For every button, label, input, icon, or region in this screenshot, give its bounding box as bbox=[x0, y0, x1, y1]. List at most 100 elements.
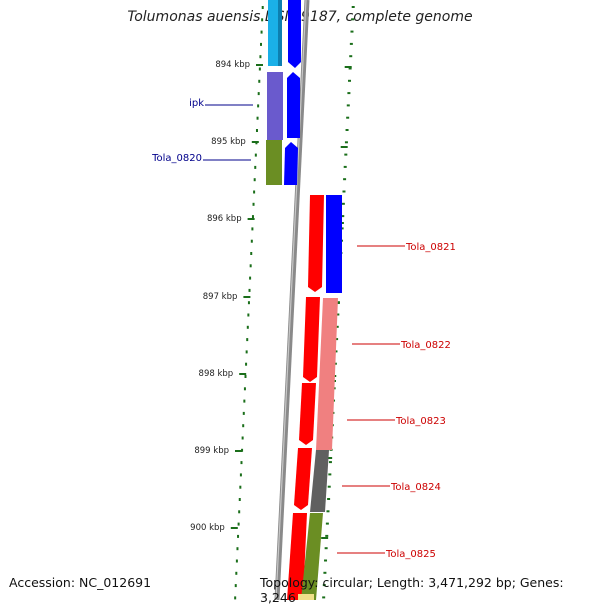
tick-dot bbox=[251, 227, 254, 231]
gene-block-lightblue bbox=[268, 0, 280, 66]
tick-dot bbox=[234, 584, 237, 588]
tick-dot bbox=[346, 116, 350, 119]
tick-dot bbox=[243, 387, 246, 391]
tick-dot bbox=[238, 510, 241, 514]
gene-arrow-red-tola0824[interactable] bbox=[294, 448, 312, 510]
genome-backbone-highlight bbox=[275, 0, 307, 600]
tick-dot bbox=[254, 165, 257, 169]
tick-dot bbox=[325, 534, 329, 537]
tick-dot bbox=[246, 338, 249, 342]
tick-dot bbox=[244, 375, 247, 378]
tick-dot bbox=[254, 153, 257, 157]
tick-dot bbox=[335, 325, 339, 328]
tick-dot bbox=[247, 301, 250, 305]
gene-label[interactable]: Tola_0823 bbox=[395, 416, 446, 427]
tick-dot bbox=[259, 55, 262, 59]
tick-dot bbox=[250, 239, 253, 243]
tick-dot bbox=[253, 178, 256, 182]
tick-dot bbox=[235, 571, 238, 575]
tick-dot bbox=[250, 252, 253, 255]
gene-arrow-red-tola0821[interactable] bbox=[308, 195, 324, 292]
tick-dot bbox=[241, 436, 244, 440]
tick-dot bbox=[240, 461, 243, 465]
tick-dot bbox=[253, 190, 256, 194]
tick-dot bbox=[323, 571, 327, 574]
scale-label: 895 kbp bbox=[211, 137, 246, 147]
scale-major-tick bbox=[251, 141, 259, 143]
gene-label[interactable]: Tola_0824 bbox=[390, 482, 441, 493]
gene-label[interactable]: Tola_0821 bbox=[405, 242, 456, 253]
tick-dot bbox=[324, 547, 328, 550]
scale-label: 894 kbp bbox=[215, 60, 250, 70]
tick-dot bbox=[327, 485, 331, 488]
tick-dot bbox=[245, 350, 248, 354]
scale-major-tick bbox=[239, 373, 247, 375]
tick-dot bbox=[325, 522, 329, 525]
gene-block-grey bbox=[310, 450, 329, 512]
tick-major-right bbox=[340, 146, 348, 148]
tick-dot bbox=[256, 116, 259, 120]
tick-dot bbox=[237, 534, 240, 538]
scale-label: 898 kbp bbox=[199, 369, 234, 379]
gene-arrow-red-tola0825[interactable] bbox=[287, 513, 307, 600]
scale-label: 897 kbp bbox=[203, 292, 238, 302]
tick-dot bbox=[258, 79, 261, 83]
tick-dot bbox=[348, 79, 352, 82]
gene-label[interactable]: Tola_0820 bbox=[151, 153, 202, 164]
tick-dot bbox=[322, 584, 326, 587]
tick-dot bbox=[247, 313, 250, 317]
gene-arrow-blue-tola0820[interactable] bbox=[284, 142, 298, 185]
gene-block-lightblue-edge bbox=[278, 0, 282, 66]
scale-label: 900 kbp bbox=[190, 523, 225, 533]
tick-dot bbox=[237, 522, 240, 526]
tick-dot bbox=[340, 227, 344, 230]
tick-dot bbox=[257, 104, 260, 108]
gene-labels: ipk Tola_0820 Tola_0821 Tola_0822 Tola_0823 T… bbox=[151, 98, 456, 560]
dotted-ticks-left bbox=[234, 6, 264, 600]
tick-dot bbox=[348, 67, 352, 70]
tick-dot bbox=[252, 202, 255, 206]
tick-dot bbox=[249, 276, 252, 280]
gene-block-tola0820[interactable] bbox=[266, 140, 282, 185]
tick-dot bbox=[345, 129, 349, 131]
scale-major-tick bbox=[247, 218, 255, 220]
tick-major-right bbox=[325, 457, 333, 459]
accession-text: Accession: NC_012691 bbox=[9, 575, 152, 590]
tick-dot bbox=[344, 141, 348, 144]
tick-dot bbox=[322, 596, 326, 599]
gene-block-yellow bbox=[298, 594, 314, 600]
gene-arrow-red-tola0822[interactable] bbox=[303, 297, 320, 382]
gene-block-olive bbox=[301, 513, 323, 600]
gene-label[interactable]: ipk bbox=[189, 98, 204, 109]
tick-dot bbox=[242, 411, 245, 415]
tick-dot bbox=[324, 559, 328, 562]
gene-label[interactable]: Tola_0825 bbox=[385, 549, 436, 560]
tick-dot bbox=[261, 18, 264, 22]
tick-dot bbox=[347, 92, 351, 95]
tick-dot bbox=[243, 399, 246, 403]
tick-dot bbox=[341, 202, 345, 205]
tick-major-right bbox=[321, 537, 329, 539]
genome-backbone bbox=[274, 0, 310, 600]
gene-arrow-blue-ipk[interactable] bbox=[287, 72, 300, 138]
tick-dot bbox=[261, 6, 264, 9]
tick-dot bbox=[239, 485, 242, 489]
tick-dot bbox=[259, 42, 262, 46]
tick-dot bbox=[351, 6, 355, 8]
gene-label[interactable]: Tola_0822 bbox=[400, 340, 451, 351]
tick-dot bbox=[343, 165, 347, 168]
genome-summary-text: Topology: circular; Length: 3,471,292 bp… bbox=[260, 575, 564, 605]
tick-dot bbox=[239, 473, 242, 477]
scale-axis: 894 kbp 895 kbp 896 kbp 897 kbp 898 kbp 899 k… bbox=[190, 60, 263, 533]
tick-dot bbox=[242, 424, 245, 428]
tick-dot bbox=[238, 498, 241, 501]
tick-dot bbox=[346, 104, 350, 107]
gene-block-ipk[interactable] bbox=[267, 72, 283, 140]
tick-dot bbox=[334, 350, 338, 353]
tick-dot bbox=[258, 67, 261, 71]
tick-dot bbox=[328, 473, 332, 476]
gene-arrow-red-tola0823[interactable] bbox=[299, 383, 316, 445]
tick-dot bbox=[349, 42, 353, 45]
tick-dot bbox=[235, 559, 238, 563]
